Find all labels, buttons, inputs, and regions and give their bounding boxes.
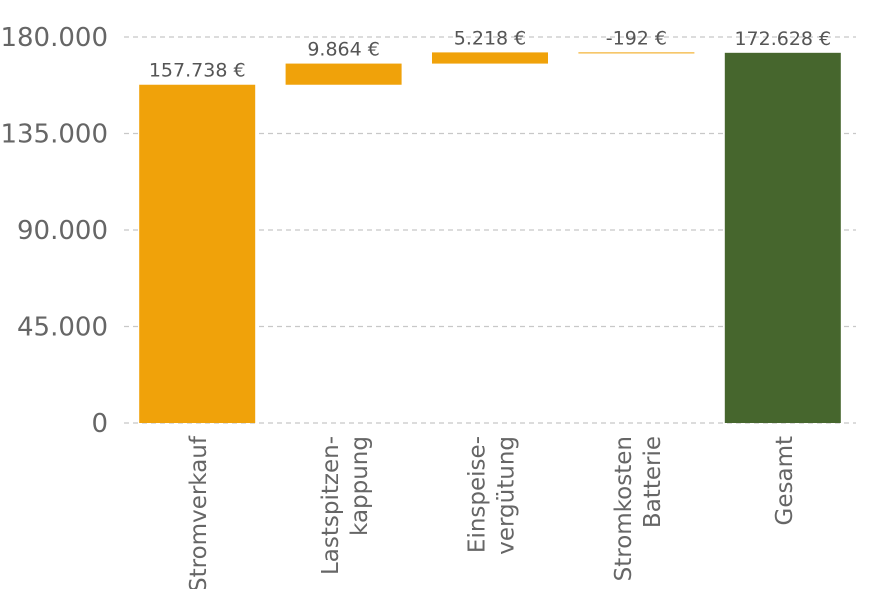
y-tick-label: 45.000 [17, 313, 108, 343]
bar [432, 52, 548, 64]
y-tick-label: 0 [91, 409, 108, 439]
bar [139, 84, 256, 423]
x-tick-label: Stromkosten [611, 436, 637, 581]
bar [285, 63, 402, 85]
bar [578, 52, 695, 54]
x-axis-tick-labels: Stromverkauf Lastspitzen-kappung Einspeise… [186, 435, 798, 592]
y-axis-tick-labels: 0 45.000 90.000 135.000 180.000 [0, 23, 108, 439]
x-tick-label: Lastspitzen- [318, 436, 344, 575]
x-tick-label: Einspeise- [465, 436, 491, 553]
x-tick-label: Gesamt [772, 436, 798, 525]
bar-value-label: 9.864 € [307, 39, 380, 61]
bars [139, 52, 841, 424]
x-tick-label: vergütung [494, 436, 520, 555]
data-labels: 157.738 € 9.864 € 5.218 € -192 € 172.628 € [149, 27, 831, 81]
y-tick-label: 90.000 [17, 216, 108, 246]
bar-value-label: 5.218 € [454, 27, 527, 49]
bar-value-label: -192 € [606, 27, 667, 49]
bar-value-label: 157.738 € [149, 60, 246, 82]
bar-value-label: 172.628 € [734, 28, 831, 50]
y-tick-label: 135.000 [0, 120, 108, 150]
x-tick-label: kappung [347, 436, 373, 536]
x-tick-label: Batterie [640, 436, 666, 528]
y-tick-label: 180.000 [0, 23, 108, 53]
bar [724, 52, 841, 424]
x-tick-label: Stromverkauf [186, 435, 212, 589]
